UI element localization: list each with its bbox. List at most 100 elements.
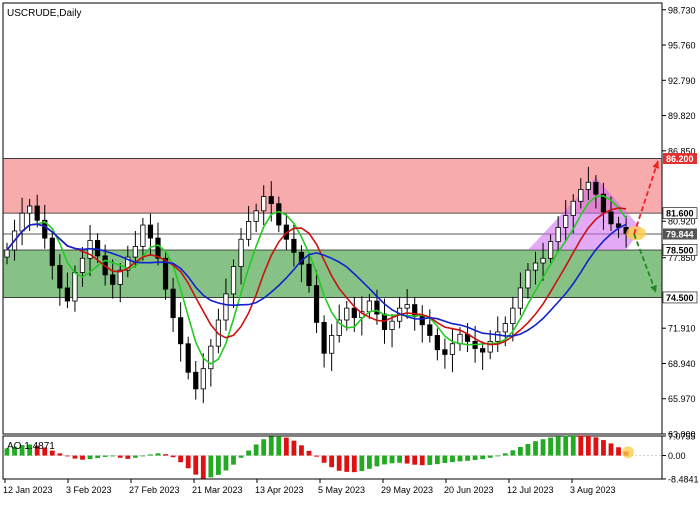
candlestick[interactable] — [253, 203, 259, 233]
candlestick[interactable] — [110, 259, 116, 299]
candlestick[interactable] — [95, 233, 101, 264]
ao-bar — [291, 440, 297, 456]
candlestick[interactable] — [117, 263, 123, 303]
ao-tick-label: 0.00 — [668, 451, 686, 461]
candlestick[interactable] — [306, 252, 312, 293]
candlestick[interactable] — [593, 175, 599, 209]
candlestick[interactable] — [57, 254, 63, 306]
price-tick-label: 65.970 — [668, 394, 696, 404]
candlestick[interactable] — [34, 194, 40, 228]
candle-body — [585, 181, 591, 190]
candlestick[interactable] — [185, 336, 191, 380]
price-tick-label: 63.000 — [668, 430, 696, 440]
bullish-arrow-shaft — [633, 160, 659, 235]
candlestick[interactable] — [178, 302, 184, 362]
bullish-arrow — [633, 160, 660, 235]
resistance-zone — [3, 158, 662, 214]
candlestick[interactable] — [64, 272, 70, 309]
candlestick[interactable] — [389, 314, 395, 348]
candlestick[interactable] — [442, 338, 448, 369]
level-tag — [662, 207, 698, 219]
candlestick[interactable] — [313, 270, 320, 334]
ao-bar — [65, 455, 70, 457]
candlestick[interactable] — [578, 178, 584, 209]
ao-bar — [457, 455, 463, 462]
candlestick[interactable] — [245, 206, 252, 247]
candlestick[interactable] — [608, 196, 614, 231]
ao-tick-label: 7.0755 — [668, 432, 696, 442]
candlestick[interactable] — [79, 246, 86, 287]
candlestick[interactable] — [532, 251, 539, 285]
candle-body — [19, 212, 25, 232]
candle-body — [419, 316, 425, 326]
candlestick[interactable] — [276, 196, 282, 233]
candlestick[interactable] — [155, 222, 161, 266]
candle-body — [487, 340, 493, 353]
candlestick[interactable] — [125, 245, 131, 278]
candlestick[interactable] — [321, 315, 327, 368]
candlestick[interactable] — [238, 227, 244, 285]
price-pane[interactable] — [2, 2, 663, 435]
candlestick[interactable] — [162, 251, 169, 300]
candlestick[interactable] — [344, 301, 350, 331]
candle-body — [351, 307, 357, 319]
candlestick[interactable] — [404, 289, 410, 319]
candlestick[interactable] — [525, 263, 531, 299]
candlestick[interactable] — [480, 341, 486, 370]
ao-bar — [608, 443, 614, 456]
candlestick[interactable] — [570, 194, 576, 234]
candlestick[interactable] — [329, 324, 335, 372]
candlestick[interactable] — [427, 309, 433, 343]
ao-bar — [487, 455, 493, 458]
ao-bar — [208, 455, 214, 478]
candlestick[interactable] — [208, 339, 214, 387]
ao-bar — [246, 450, 251, 456]
candle-body — [4, 249, 10, 258]
ao-bar — [132, 455, 138, 458]
candlestick[interactable] — [193, 360, 199, 400]
ao-bar — [231, 455, 236, 465]
candle-body — [79, 257, 86, 273]
ao-bar — [4, 448, 10, 456]
bullish-arrow-head — [652, 160, 660, 169]
candlestick[interactable] — [140, 217, 146, 261]
candle-body — [321, 321, 327, 354]
candlestick[interactable] — [585, 166, 591, 201]
candlestick[interactable] — [49, 230, 55, 280]
candle-body — [193, 371, 199, 390]
level-tag-label: 81.600 — [666, 209, 694, 219]
candlestick[interactable] — [291, 223, 297, 267]
candlestick[interactable] — [517, 272, 524, 316]
ao-bar — [518, 446, 523, 456]
candlestick[interactable] — [563, 200, 569, 242]
candlestick[interactable] — [555, 216, 561, 253]
ao-bar — [329, 455, 335, 468]
candlestick[interactable] — [230, 259, 237, 309]
candlestick[interactable] — [200, 353, 206, 404]
candlestick[interactable] — [147, 213, 154, 256]
candle-body — [34, 205, 40, 221]
candle-body — [110, 274, 116, 285]
candlestick[interactable] — [540, 242, 546, 281]
candle-body — [27, 205, 33, 214]
candle-body — [238, 238, 244, 267]
candlestick[interactable] — [510, 296, 516, 342]
candlestick[interactable] — [419, 305, 425, 343]
candle-body — [434, 335, 440, 351]
candlestick[interactable] — [434, 328, 440, 361]
candlestick[interactable] — [170, 277, 176, 332]
ao-bar — [117, 455, 123, 458]
candle-body — [344, 307, 350, 321]
candlestick[interactable] — [261, 185, 267, 226]
ao-bar — [193, 455, 199, 475]
candle-body — [185, 343, 191, 373]
ao-bar — [427, 455, 433, 465]
ao-bar — [578, 435, 584, 456]
candlestick[interactable] — [548, 234, 554, 266]
candle-body — [178, 317, 184, 345]
ao-bar — [163, 454, 168, 456]
candlestick[interactable] — [600, 182, 607, 230]
candlestick[interactable] — [449, 328, 456, 373]
